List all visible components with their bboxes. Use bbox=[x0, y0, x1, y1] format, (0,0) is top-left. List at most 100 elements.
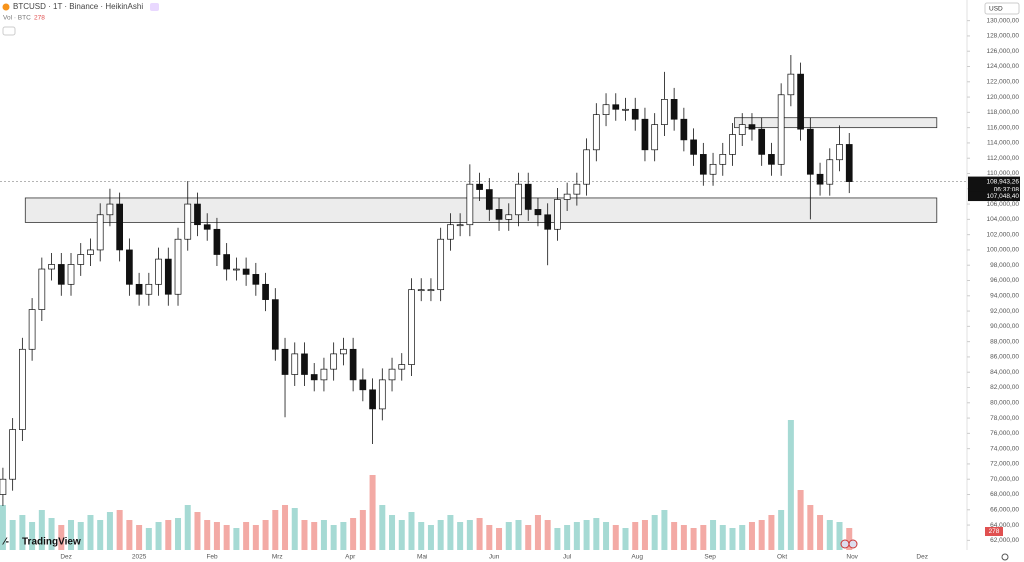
y-tick-label: 66,000,00 bbox=[990, 507, 1019, 514]
y-tick-label: 64,000,00 bbox=[990, 522, 1019, 529]
candle-body bbox=[48, 264, 55, 270]
volume-bar bbox=[77, 522, 84, 550]
y-tick-label: 88,000,00 bbox=[990, 338, 1019, 345]
candle-body bbox=[57, 264, 65, 285]
x-tick-label: Okt bbox=[777, 554, 787, 561]
y-tick-label: 112,000,00 bbox=[987, 155, 1019, 162]
y-tick-label: 94,000,00 bbox=[990, 293, 1019, 300]
candle-body bbox=[126, 249, 133, 285]
y-tick-label: 76,000,00 bbox=[990, 430, 1019, 437]
settings-icon[interactable] bbox=[1001, 553, 1009, 561]
volume-bar bbox=[758, 520, 765, 550]
candle-body bbox=[845, 144, 853, 182]
zone bbox=[24, 197, 938, 223]
currency-box[interactable] bbox=[984, 2, 1020, 15]
collapse-button[interactable] bbox=[2, 26, 16, 36]
candle-body bbox=[466, 183, 474, 226]
y-tick-label: 120,000,00 bbox=[986, 94, 1019, 101]
candle-body bbox=[661, 99, 668, 125]
x-tick-label: Mai bbox=[417, 554, 427, 561]
volume-bar bbox=[38, 510, 45, 550]
candle-body bbox=[233, 268, 240, 271]
currency: USD bbox=[989, 6, 1003, 13]
volume-bar bbox=[106, 512, 113, 550]
y-tick-label: 62,000,00 bbox=[990, 537, 1019, 544]
y-tick-label: 114,000,00 bbox=[987, 140, 1019, 147]
candle-body bbox=[748, 124, 756, 130]
candle-body bbox=[408, 289, 415, 365]
candle-body bbox=[670, 99, 678, 120]
volume-bar bbox=[116, 510, 123, 550]
volume-bar bbox=[437, 520, 444, 550]
volume-bar bbox=[165, 520, 172, 550]
volume-bar bbox=[136, 525, 143, 550]
logo: TradingView bbox=[22, 537, 81, 548]
y-tick-label: 72,000,00 bbox=[990, 461, 1019, 468]
x-tick-label: Apr bbox=[345, 554, 356, 561]
volume-bar bbox=[379, 505, 386, 550]
badge bbox=[150, 3, 159, 11]
candle-body bbox=[310, 374, 318, 381]
volume-bar bbox=[398, 520, 405, 550]
volume-bar bbox=[87, 515, 94, 550]
volume-bar bbox=[184, 505, 191, 550]
volume-bar bbox=[0, 505, 6, 550]
candle-body bbox=[164, 258, 172, 295]
candle-body bbox=[826, 159, 834, 185]
volume-bar bbox=[466, 520, 473, 550]
volume-bar bbox=[768, 515, 775, 550]
volume-bar bbox=[836, 522, 843, 550]
candle-body bbox=[223, 254, 231, 270]
candle-body bbox=[563, 193, 571, 200]
volume-bar bbox=[603, 522, 610, 550]
candle-body bbox=[291, 353, 299, 375]
candle-body bbox=[184, 203, 192, 240]
volume-bar bbox=[573, 522, 580, 550]
candle-body bbox=[738, 124, 746, 135]
candle-body bbox=[213, 228, 221, 255]
candle-body bbox=[602, 104, 610, 116]
volume-bar bbox=[243, 522, 250, 550]
candle-body bbox=[116, 203, 124, 251]
candle-body bbox=[554, 199, 561, 230]
candle-body bbox=[28, 309, 36, 350]
candle-body bbox=[77, 254, 85, 265]
zone bbox=[734, 117, 938, 129]
candle-body bbox=[398, 364, 406, 370]
volume-bar bbox=[291, 508, 298, 550]
y-tick-label: 82,000,00 bbox=[990, 384, 1019, 391]
volume-bar bbox=[534, 515, 541, 550]
candle-body bbox=[19, 348, 26, 430]
candle-body bbox=[320, 368, 328, 381]
candle-body bbox=[359, 379, 367, 391]
y-tick-label: 110,000,00 bbox=[987, 170, 1019, 177]
candle-body bbox=[456, 224, 464, 227]
volume-bar bbox=[311, 522, 318, 550]
volume-bar bbox=[641, 520, 648, 550]
candle-body bbox=[524, 183, 532, 210]
volume-bar bbox=[476, 518, 483, 550]
volume-bar bbox=[544, 520, 551, 550]
x-tick-label: Aug bbox=[631, 554, 643, 561]
volume-bar bbox=[29, 522, 36, 550]
volume-bar bbox=[233, 528, 240, 550]
candle-body bbox=[515, 183, 522, 216]
candle-body bbox=[67, 264, 75, 285]
y-tick-label: 98,000,00 bbox=[990, 262, 1019, 269]
candle-body bbox=[252, 274, 260, 285]
logo-mark: ⁄‑ bbox=[2, 537, 9, 548]
vol-value: 278 bbox=[34, 15, 45, 22]
volume-bar bbox=[126, 520, 133, 550]
volume-bar bbox=[525, 525, 532, 550]
coin-icon bbox=[2, 3, 10, 11]
volume-bar bbox=[515, 520, 522, 550]
flag-icon bbox=[840, 539, 850, 549]
candle-body bbox=[437, 238, 445, 291]
x-tick-label: Jun bbox=[489, 554, 500, 561]
candle-body bbox=[699, 154, 707, 175]
candle-body bbox=[9, 429, 16, 480]
volume-bar bbox=[690, 528, 697, 550]
candle-body bbox=[680, 118, 688, 141]
candle-body bbox=[806, 128, 814, 175]
